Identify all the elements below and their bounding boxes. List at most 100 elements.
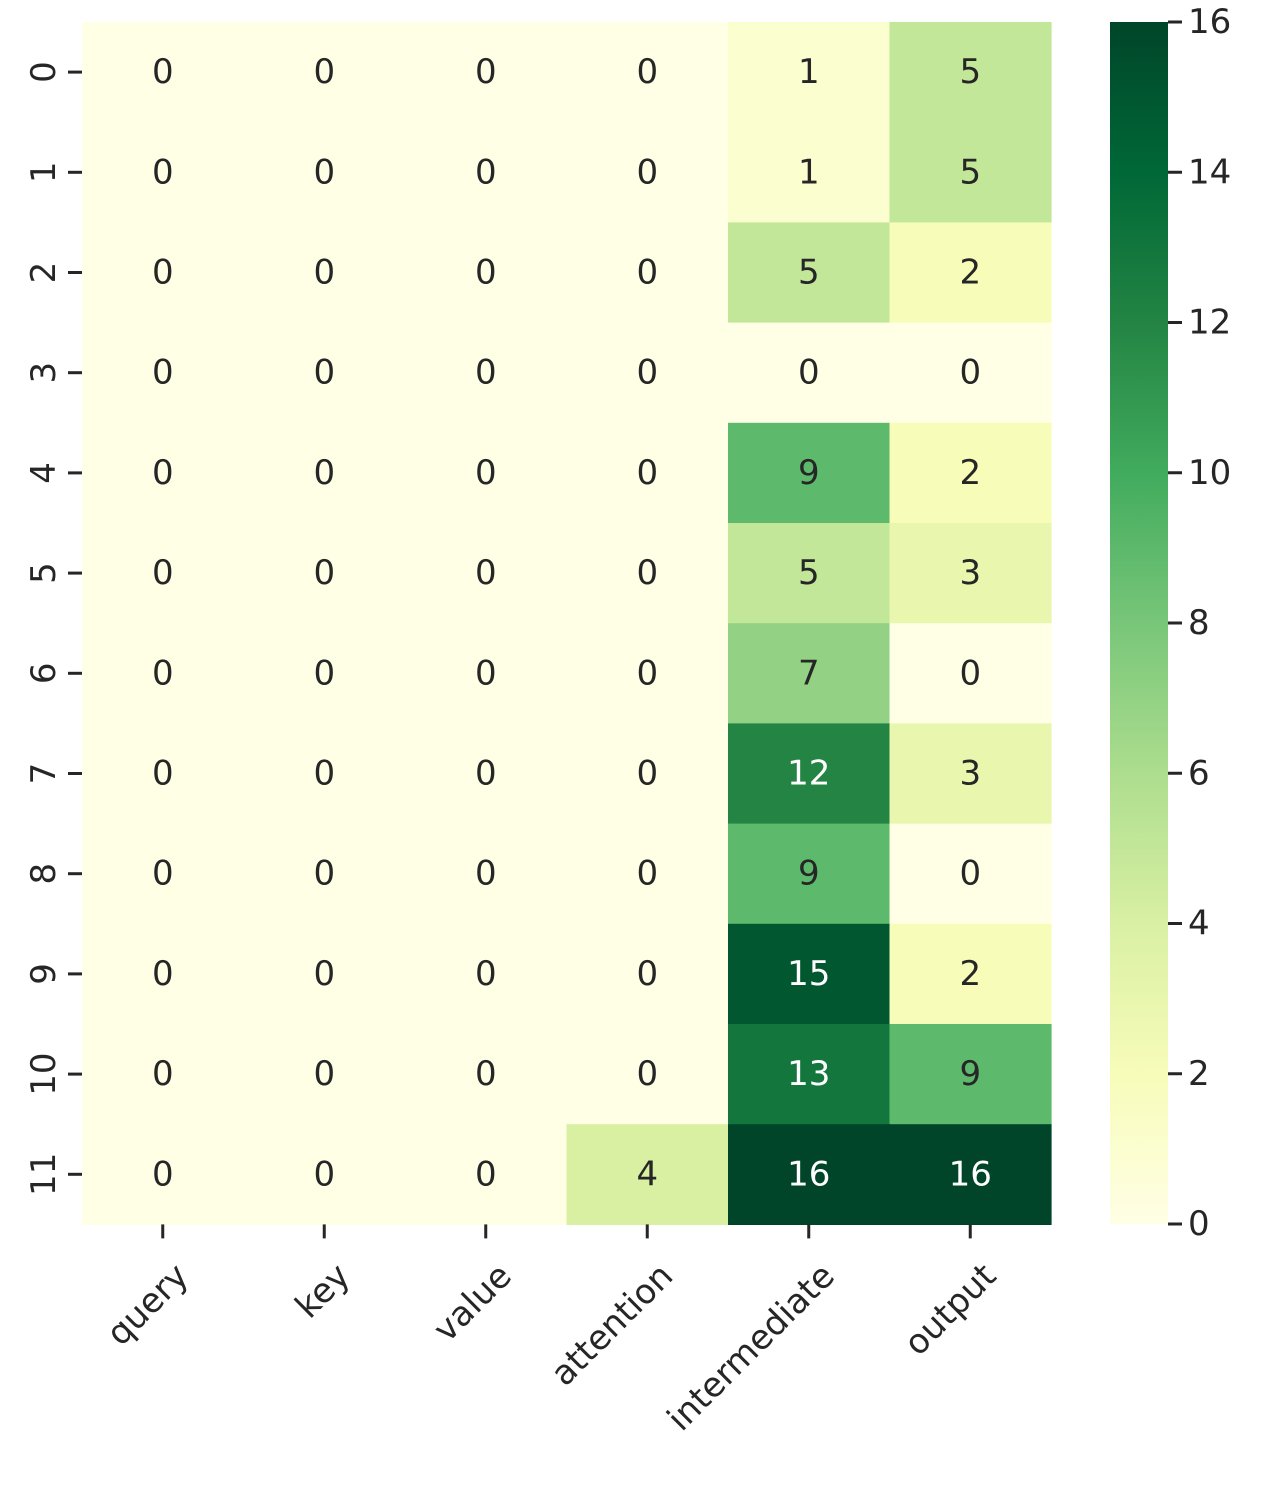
- heatmap-cell: [728, 923, 891, 1025]
- heatmap-cell: [566, 823, 729, 925]
- heatmap-cell: [566, 322, 729, 424]
- cell-value-label: 0: [475, 353, 497, 393]
- cell-value-label: 0: [475, 52, 497, 92]
- cell-value-label: 0: [798, 353, 820, 393]
- heatmap-cell: [243, 422, 406, 524]
- heatmap-cell: [889, 122, 1052, 223]
- heatmap-cell: [82, 723, 245, 825]
- cell-value-label: 5: [798, 553, 820, 593]
- cell-value-label: 0: [475, 1154, 497, 1194]
- cell-value-label: 0: [475, 854, 497, 894]
- cell-value-label: 0: [475, 954, 497, 994]
- cell-value-label: 0: [636, 1054, 658, 1094]
- x-tick-label: key: [288, 1256, 358, 1326]
- cell-value-label: 0: [313, 1154, 335, 1194]
- cell-value-label: 13: [787, 1054, 830, 1094]
- cell-value-label: 0: [475, 653, 497, 693]
- heatmap-cell: [405, 422, 568, 524]
- heatmap-cell: [566, 723, 729, 825]
- heatmap-cell: [405, 322, 568, 424]
- cell-value-label: 9: [798, 854, 820, 894]
- heatmap-cell: [566, 22, 729, 123]
- cell-value-label: 0: [475, 152, 497, 192]
- heatmap-cell: [405, 122, 568, 223]
- cell-value-label: 0: [636, 553, 658, 593]
- heatmap-cell: [82, 222, 245, 324]
- heatmap-cell: [889, 22, 1052, 123]
- colorbar-ticks: 0 2 4 6 8 10 12 14 16: [1168, 2, 1231, 1244]
- y-tick-label: 1: [24, 161, 64, 183]
- cell-value-label: 0: [152, 353, 174, 393]
- cell-value-label: 5: [798, 253, 820, 293]
- heatmap-cell: [243, 823, 406, 925]
- cell-value-label: 0: [636, 854, 658, 894]
- cell-value-label: 0: [313, 1054, 335, 1094]
- heatmap-cell: [82, 322, 245, 424]
- heatmap-cell: [82, 623, 245, 724]
- heatmap-cell: [728, 122, 891, 223]
- colorbar-tick-label: 0: [1188, 1204, 1210, 1244]
- heatmap-cell: [566, 122, 729, 223]
- heatmap-cell: [889, 1124, 1052, 1225]
- heatmap-cell: [243, 1124, 406, 1225]
- cell-value-label: 0: [152, 653, 174, 693]
- y-tick-label: 9: [24, 963, 64, 985]
- heatmap-cell: [728, 22, 891, 123]
- colorbar: 0 2 4 6 8 10 12 14 16: [1110, 2, 1231, 1244]
- x-tick-label: value: [426, 1256, 520, 1350]
- cell-value-label: 0: [475, 754, 497, 794]
- heatmap-cell: [405, 222, 568, 324]
- cell-value-label: 0: [152, 754, 174, 794]
- heatmap-cell: [566, 1124, 729, 1225]
- cell-value-label: 9: [959, 1054, 981, 1094]
- cell-value-label: 0: [313, 353, 335, 393]
- y-axis: 0 1 2 3 4 5 6 7 8 9 10 11: [24, 61, 82, 1196]
- heatmap-cell: [889, 1024, 1052, 1125]
- colorbar-tick-label: 4: [1188, 904, 1210, 944]
- colorbar-tick-label: 10: [1188, 453, 1231, 493]
- cell-value-label: 0: [152, 152, 174, 192]
- cell-value-label: 16: [787, 1154, 830, 1194]
- heatmap-cells: [82, 22, 1052, 1225]
- heatmap-cell: [566, 1024, 729, 1125]
- heatmap-cell: [243, 22, 406, 123]
- colorbar-gradient: [1110, 22, 1168, 1224]
- heatmap-cell: [728, 623, 891, 724]
- heatmap-cell: [889, 222, 1052, 324]
- heatmap-cell: [243, 723, 406, 825]
- heatmap-cell: [405, 823, 568, 925]
- cell-value-label: 0: [313, 553, 335, 593]
- cell-value-label: 0: [152, 954, 174, 994]
- heatmap-cell: [566, 523, 729, 624]
- cell-value-label: 0: [959, 854, 981, 894]
- heatmap-cell: [889, 623, 1052, 724]
- heatmap-cell: [889, 422, 1052, 524]
- cell-value-label: 0: [152, 1154, 174, 1194]
- cell-value-label: 0: [636, 754, 658, 794]
- cell-value-label: 0: [313, 954, 335, 994]
- heatmap-cell: [82, 523, 245, 624]
- colorbar-tick-label: 6: [1188, 753, 1210, 793]
- cell-value-label: 0: [152, 253, 174, 293]
- cell-value-label: 0: [313, 754, 335, 794]
- cell-value-label: 0: [636, 353, 658, 393]
- cell-value-label: 16: [949, 1154, 992, 1194]
- heatmap-cell: [82, 923, 245, 1025]
- cell-value-label: 15: [787, 954, 830, 994]
- cell-value-label: 1: [798, 152, 820, 192]
- heatmap-cell: [728, 1124, 891, 1225]
- heatmap-cell: [889, 923, 1052, 1025]
- cell-value-label: 0: [313, 453, 335, 493]
- cell-value-label: 0: [475, 453, 497, 493]
- colorbar-tick-label: 2: [1188, 1054, 1210, 1094]
- cell-value-label: 0: [636, 453, 658, 493]
- heatmap-cell: [405, 1024, 568, 1125]
- cell-value-label: 0: [636, 152, 658, 192]
- heatmap-cell: [243, 523, 406, 624]
- heatmap-cell: [82, 22, 245, 123]
- heatmap-cell: [566, 222, 729, 324]
- cell-value-label: 0: [152, 854, 174, 894]
- cell-value-label: 0: [959, 353, 981, 393]
- colorbar-tick-label: 16: [1188, 2, 1231, 42]
